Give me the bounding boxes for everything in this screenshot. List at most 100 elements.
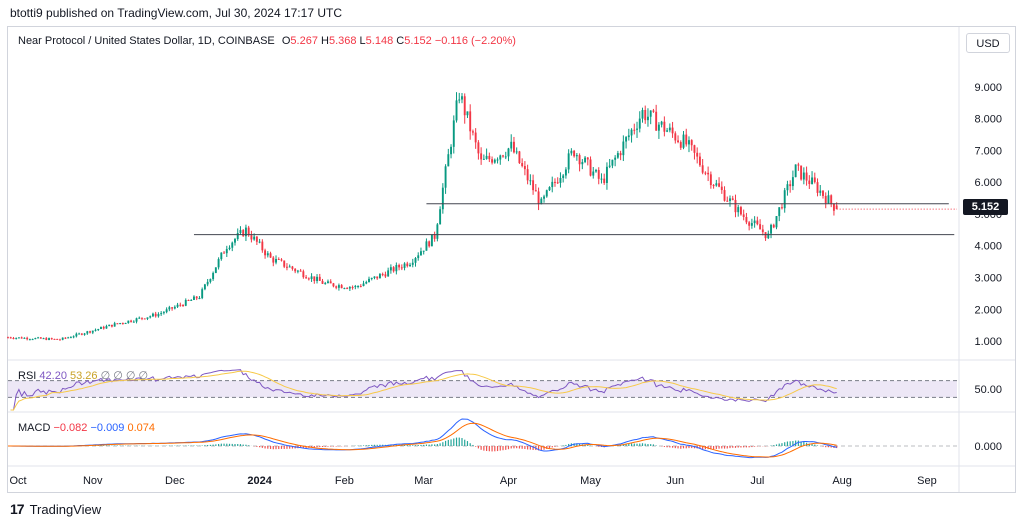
candle-body [682, 134, 685, 148]
candle-body [512, 141, 515, 153]
candle-body [770, 224, 772, 234]
candle-body [149, 316, 152, 318]
candle-body [461, 96, 463, 100]
y-tick-label: 2.000 [974, 304, 1002, 316]
candle-body [316, 276, 318, 281]
candle-body [521, 163, 524, 167]
y-tick-label: 3.000 [974, 273, 1002, 285]
candle-body [395, 265, 398, 272]
symbol-header: Near Protocol / United States Dollar, 1D… [18, 35, 516, 47]
currency-button[interactable]: USD [966, 33, 1010, 53]
candle-body [132, 321, 135, 323]
candle-body [83, 333, 86, 335]
candle-body [406, 263, 409, 267]
candle-body [677, 140, 680, 143]
candle-body [548, 187, 551, 191]
candle-body [354, 286, 357, 288]
rsi-level-label: 50.00 [974, 384, 1002, 396]
candle-body [723, 190, 726, 201]
candle-body [59, 339, 61, 341]
candle-body [545, 190, 548, 197]
candle-body [644, 109, 647, 121]
candle-body [534, 190, 537, 192]
candle-body [433, 234, 436, 239]
candle-body [26, 337, 29, 340]
candle-body [698, 156, 701, 166]
candle-body [179, 304, 182, 306]
candle-body [813, 177, 816, 183]
candle-body [750, 223, 753, 226]
candle-body [127, 320, 130, 324]
candle-body [636, 128, 638, 130]
candle-body [381, 274, 384, 276]
candle-body [146, 317, 149, 319]
candle-body [690, 140, 693, 146]
candle-body [685, 134, 688, 145]
candle-body [162, 312, 165, 314]
candle-body [307, 278, 310, 280]
candle-body [641, 109, 644, 119]
candle-body [15, 337, 18, 339]
candle-body [302, 271, 305, 278]
candle-body [657, 124, 660, 131]
candle-body [679, 142, 682, 148]
candle-body [193, 296, 195, 300]
candle-body [327, 281, 329, 284]
candle-body [20, 337, 23, 339]
candle-body [102, 326, 105, 329]
candle-body [280, 259, 283, 261]
rsi-ma-line [10, 370, 837, 411]
candle-body [94, 329, 97, 331]
candle-body [523, 166, 526, 170]
high-value: 5.368 [328, 35, 357, 47]
candle-body [108, 324, 111, 327]
candle-body [121, 323, 124, 325]
candle-body [660, 121, 663, 125]
candle-body [720, 186, 723, 191]
candle-body [827, 195, 830, 204]
candle-body [510, 141, 513, 149]
candle-body [288, 266, 291, 268]
candle-body [791, 177, 794, 187]
macd-line-value: −0.009 [90, 422, 125, 434]
candle-body [299, 270, 302, 272]
candle-body [630, 129, 633, 136]
candle-body [247, 227, 250, 236]
candle-body [69, 337, 72, 339]
y-tick-label: 4.000 [974, 241, 1002, 253]
candle-body [499, 155, 502, 160]
candle-body [403, 263, 406, 268]
candle-body [56, 338, 59, 340]
candle-body [28, 339, 31, 341]
candle-body [171, 307, 174, 309]
y-tick-label: 7.000 [974, 145, 1002, 157]
y-tick-label: 8.000 [974, 114, 1002, 126]
candle-body [9, 337, 12, 339]
candle-body [318, 276, 321, 281]
candle-body [745, 216, 748, 223]
candle-body [23, 337, 26, 339]
candle-body [537, 191, 540, 205]
candle-body [343, 288, 346, 290]
candle-body [135, 318, 138, 322]
candle-body [696, 152, 699, 157]
candle-body [365, 281, 368, 284]
rsi-line [10, 369, 837, 411]
candle-body [242, 230, 245, 237]
candle-body [573, 150, 576, 157]
candle-body [261, 241, 264, 251]
candle-body [176, 304, 179, 307]
candle-body [480, 153, 483, 160]
candle-body [627, 135, 630, 138]
candle-body [444, 166, 447, 188]
candle-body [589, 159, 592, 176]
macd-signal-value: 0.074 [127, 422, 156, 434]
candle-body [603, 178, 606, 183]
candle-body [562, 175, 565, 179]
candle-body [34, 338, 37, 340]
candle-body [450, 146, 453, 155]
candle-body [368, 278, 370, 282]
candle-body [540, 198, 543, 205]
candle-body [425, 241, 428, 251]
